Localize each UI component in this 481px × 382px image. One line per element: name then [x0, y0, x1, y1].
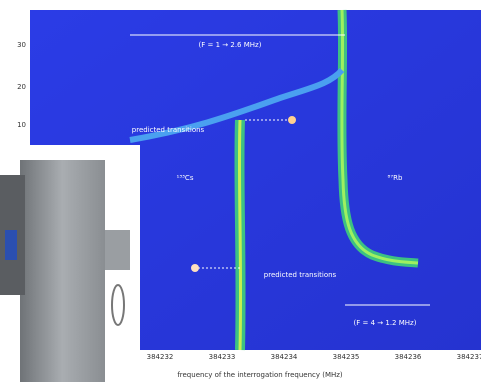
spectrum-map: [30, 10, 481, 350]
marker-lower: [191, 264, 199, 272]
y-tick-label: 20: [17, 83, 26, 91]
label: predicted transitions: [132, 126, 205, 134]
device-knob: [105, 230, 130, 270]
x-axis-caption: frequency of the interrogation frequency…: [177, 371, 343, 379]
y-tick-label: 30: [17, 41, 26, 49]
region-label: ¹³³Cs: [177, 174, 194, 182]
device-handle: [111, 284, 125, 326]
device-body: [20, 160, 105, 382]
trace-curve: [129, 67, 345, 143]
marker-upper: [288, 116, 296, 124]
trace-left-core: [237, 119, 243, 351]
x-tick-label: 384235: [333, 353, 360, 361]
x-tick-label: 384232: [147, 353, 174, 361]
region-label: ⁸⁷Rb: [388, 174, 403, 182]
device-part: [5, 230, 17, 260]
y-tick-label: 10: [17, 121, 26, 129]
x-tick-label: 384233: [209, 353, 236, 361]
label: predicted transitions: [264, 271, 337, 279]
x-tick-label: 384236: [395, 353, 422, 361]
annotation: (F = 1 → 2.6 MHz): [199, 41, 262, 49]
annotation: (F = 4 → 1.2 MHz): [354, 319, 417, 327]
x-tick-label: 384234: [271, 353, 298, 361]
x-tick-label: 384237: [457, 353, 481, 361]
